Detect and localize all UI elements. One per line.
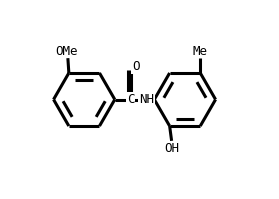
- Text: O: O: [132, 60, 139, 73]
- Text: OH: OH: [164, 142, 179, 155]
- Text: C: C: [127, 93, 134, 106]
- Text: NH: NH: [139, 93, 154, 106]
- Text: OMe: OMe: [56, 45, 78, 58]
- Text: Me: Me: [193, 45, 208, 58]
